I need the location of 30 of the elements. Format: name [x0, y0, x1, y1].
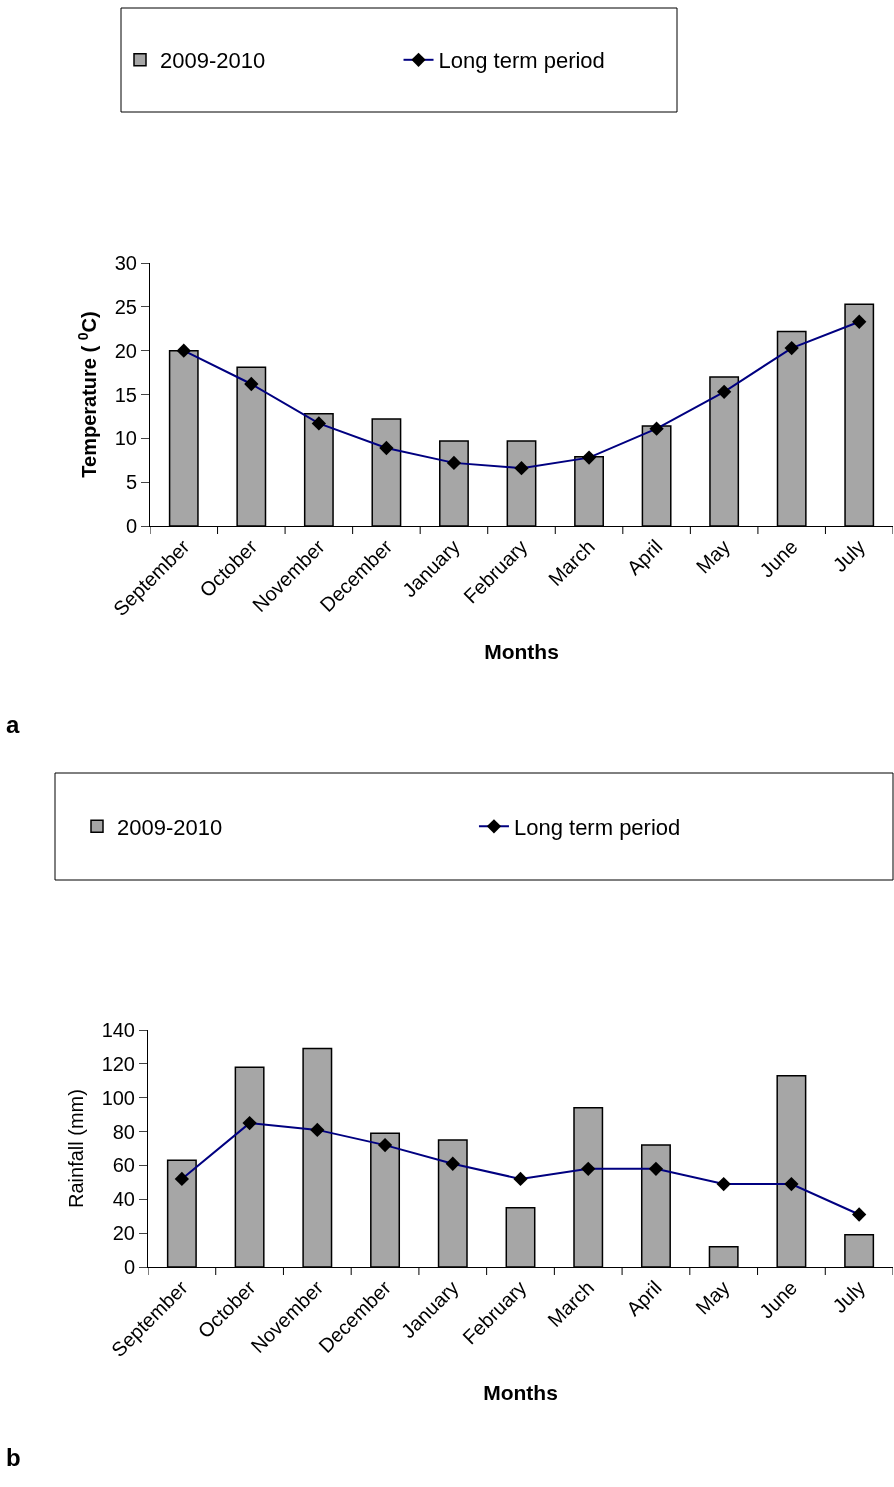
- y-tick-label: 120: [101, 1052, 135, 1075]
- x-tick-label: June: [755, 535, 802, 582]
- x-tick-label: June: [755, 1276, 802, 1323]
- y-tick-label: 20: [112, 1222, 135, 1245]
- y-tick-label: 25: [114, 295, 137, 318]
- y-tick-label: 40: [112, 1188, 135, 1211]
- y-tick-label: 0: [125, 515, 137, 537]
- x-axis-title: Months: [483, 1381, 558, 1405]
- legend-label: 2009-2010: [117, 814, 223, 840]
- y-tick-label: 100: [101, 1086, 135, 1109]
- y-tick-label: 5: [125, 471, 137, 494]
- y-tick-label: 60: [112, 1154, 135, 1177]
- y-tick-label: 140: [101, 1019, 135, 1041]
- y-tick-label: 15: [114, 383, 137, 406]
- legend-label: 2009-2010: [160, 48, 266, 74]
- y-axis-title: Rainfall (mm): [65, 1089, 88, 1208]
- x-tick-label: July: [828, 535, 870, 577]
- text: b: [6, 1444, 21, 1471]
- y-tick-label: 30: [114, 252, 137, 274]
- text: a: [6, 711, 20, 738]
- y-tick-label: 20: [114, 339, 137, 362]
- x-tick-label: May: [691, 535, 735, 578]
- y-tick-label: 10: [114, 427, 137, 450]
- y-tick-label: 80: [112, 1120, 135, 1143]
- x-tick-label: July: [828, 1276, 870, 1318]
- y-tick-label: 0: [123, 1256, 135, 1278]
- x-axis-title: Months: [484, 640, 559, 664]
- legend-label: Long term period: [513, 814, 681, 840]
- legend-label: Long term period: [438, 48, 605, 74]
- x-tick-label: May: [691, 1276, 734, 1319]
